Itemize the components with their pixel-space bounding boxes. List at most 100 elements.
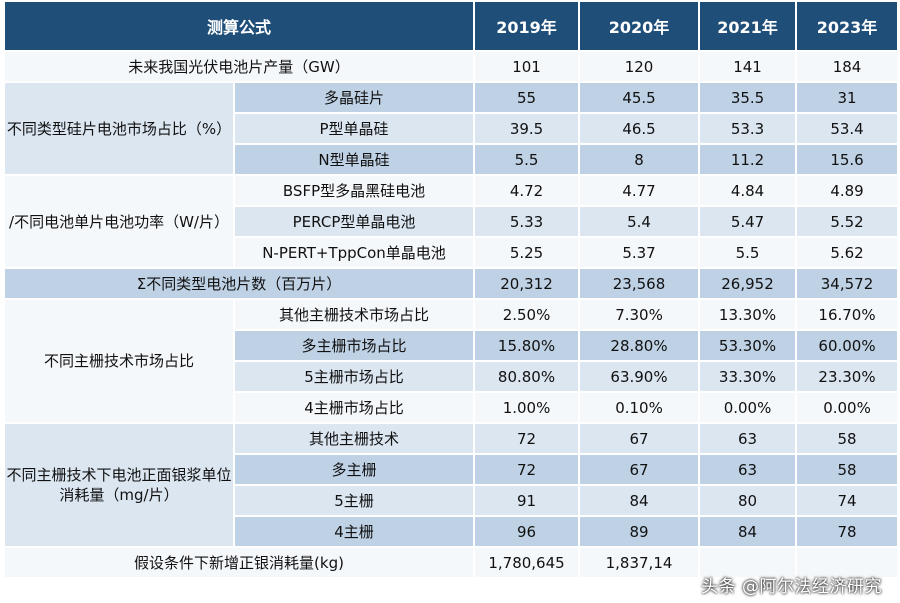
cell-value: 67 (578, 453, 701, 486)
cell-value: 1.00% (473, 391, 581, 424)
cell-value: 72 (473, 453, 581, 486)
group-label: 不同类型硅片电池市场占比（%） (3, 81, 235, 176)
cell-value: 91 (473, 484, 581, 517)
year-header: 2019年 (473, 0, 581, 52)
cell-value: 4.72 (473, 174, 581, 207)
cell-value: 96 (473, 515, 581, 548)
group-label: 不同主栅技术市场占比 (3, 298, 235, 424)
cell-value: 55 (473, 81, 581, 114)
cell-value: 39.5 (473, 112, 581, 145)
cell-value: 7.30% (578, 298, 701, 331)
cell-value: 5.47 (698, 205, 798, 238)
cell-value: 4.77 (578, 174, 701, 207)
cell-value: 33.30% (698, 360, 798, 393)
table-row: 不同主栅技术下电池正面银浆单位消耗量（mg/片） 其他主栅技术 72 67 63… (3, 422, 900, 548)
cell-value: 0.00% (795, 391, 900, 424)
cell-value: 34,572 (795, 267, 900, 300)
cell-value: 15.6 (795, 143, 900, 176)
cell-value: 63 (698, 422, 798, 455)
row-label: Σ不同类型电池片数（百万片） (2, 267, 476, 300)
table-row: 假设条件下新增正银消耗量(kg) 1,780,645 1,837,14 (2, 546, 900, 579)
cell-value: 89 (578, 515, 701, 548)
cell-value: 4.89 (795, 174, 900, 207)
row-label: N型单晶硅 (232, 143, 476, 176)
cell-value: 74 (795, 484, 900, 517)
row-label: 4主栅 (232, 515, 476, 548)
cell-value: 23,568 (578, 267, 701, 300)
cell-value: 53.3 (698, 112, 798, 145)
cell-value: 84 (578, 484, 701, 517)
table-row: 不同主栅技术市场占比 其他主栅技术市场占比 2.50% 7.30% 13.30%… (3, 298, 900, 424)
cell-value: 16.70% (795, 298, 900, 331)
row-label: PERCP型单晶电池 (232, 205, 476, 238)
cell-value: 15.80% (473, 329, 581, 362)
table-row: 多主栅 72 67 63 58 (4, 453, 900, 486)
table-row: 5主栅市场占比 80.80% 63.90% 33.30% 23.30% (4, 360, 900, 393)
row-label: 4主栅市场占比 (232, 391, 476, 424)
row-label: 多主栅市场占比 (232, 329, 476, 362)
row-label: N-PERT+TppCon单晶电池 (232, 236, 476, 269)
cell-value (795, 546, 900, 579)
group-label: /不同电池单片电池功率（W/片） (3, 174, 235, 269)
cell-value: 78 (795, 515, 900, 548)
cell-value: 63 (698, 453, 798, 486)
header-row: 测算公式 2019年 2020年 2021年 2023年 (2, 0, 900, 52)
cell-value: 13.30% (698, 298, 798, 331)
cell-value: 35.5 (698, 81, 798, 114)
cell-value: 67 (578, 422, 701, 455)
row-label: 未来我国光伏电池片产量（GW） (2, 50, 476, 83)
row-label: P型单晶硅 (232, 112, 476, 145)
cell-value: 72 (473, 422, 581, 455)
silver-paste-forecast-table: 测算公式 2019年 2020年 2021年 2023年 未来我国光伏电池片产量… (2, 0, 900, 579)
cell-value: 80 (698, 484, 798, 517)
row-label: 其他主栅技术市场占比 (232, 298, 476, 331)
cell-value: 46.5 (578, 112, 701, 145)
cell-value: 1,837,14 (578, 546, 701, 579)
table-row: 5主栅 91 84 80 74 (4, 484, 900, 517)
watermark: 头条 @阿尔法经济研究 (701, 577, 882, 597)
cell-value: 53.4 (795, 112, 900, 145)
row-label: 5主栅 (232, 484, 476, 517)
cell-value: 26,952 (698, 267, 798, 300)
row-label: 多晶硅片 (232, 81, 476, 114)
row-label: 其他主栅技术 (232, 422, 476, 455)
cell-value: 101 (473, 50, 581, 83)
cell-value: 80.80% (473, 360, 581, 393)
table-row: N型单晶硅 5.5 8 11.2 15.6 (4, 143, 900, 176)
cell-value: 8 (578, 143, 701, 176)
cell-value: 141 (698, 50, 798, 83)
cell-value: 58 (795, 422, 900, 455)
table-row: P型单晶硅 39.5 46.5 53.3 53.4 (4, 112, 900, 145)
cell-value: 5.25 (473, 236, 581, 269)
cell-value (698, 546, 798, 579)
row-label: 5主栅市场占比 (232, 360, 476, 393)
year-header: 2023年 (795, 0, 900, 52)
table-row: PERCP型单晶电池 5.33 5.4 5.47 5.52 (4, 205, 900, 238)
cell-value: 11.2 (698, 143, 798, 176)
table-row: 4主栅市场占比 1.00% 0.10% 0.00% 0.00% (4, 391, 900, 424)
cell-value: 184 (795, 50, 900, 83)
cell-value: 4.84 (698, 174, 798, 207)
cell-value: 31 (795, 81, 900, 114)
row-label: 多主栅 (232, 453, 476, 486)
cell-value: 0.00% (698, 391, 798, 424)
cell-value: 45.5 (578, 81, 701, 114)
table-row: 未来我国光伏电池片产量（GW） 101 120 141 184 (2, 50, 900, 83)
table-row: N-PERT+TppCon单晶电池 5.25 5.37 5.5 5.62 (4, 236, 900, 269)
cell-value: 5.37 (578, 236, 701, 269)
table-row: Σ不同类型电池片数（百万片） 20,312 23,568 26,952 34,5… (2, 267, 900, 300)
cell-value: 60.00% (795, 329, 900, 362)
cell-value: 63.90% (578, 360, 701, 393)
cell-value: 28.80% (578, 329, 701, 362)
row-label: 假设条件下新增正银消耗量(kg) (2, 546, 476, 579)
table-row: /不同电池单片电池功率（W/片） BSFP型多晶黑硅电池 4.72 4.77 4… (3, 174, 900, 269)
cell-value: 1,780,645 (473, 546, 581, 579)
group-label: 不同主栅技术下电池正面银浆单位消耗量（mg/片） (3, 422, 235, 548)
table-row: 不同类型硅片电池市场占比（%） 多晶硅片 55 45.5 35.5 31 (3, 81, 900, 176)
cell-value: 5.4 (578, 205, 701, 238)
table-row: 4主栅 96 89 84 78 (4, 515, 900, 548)
formula-header: 测算公式 (2, 0, 476, 52)
row-label: BSFP型多晶黑硅电池 (232, 174, 476, 207)
year-header: 2021年 (698, 0, 798, 52)
